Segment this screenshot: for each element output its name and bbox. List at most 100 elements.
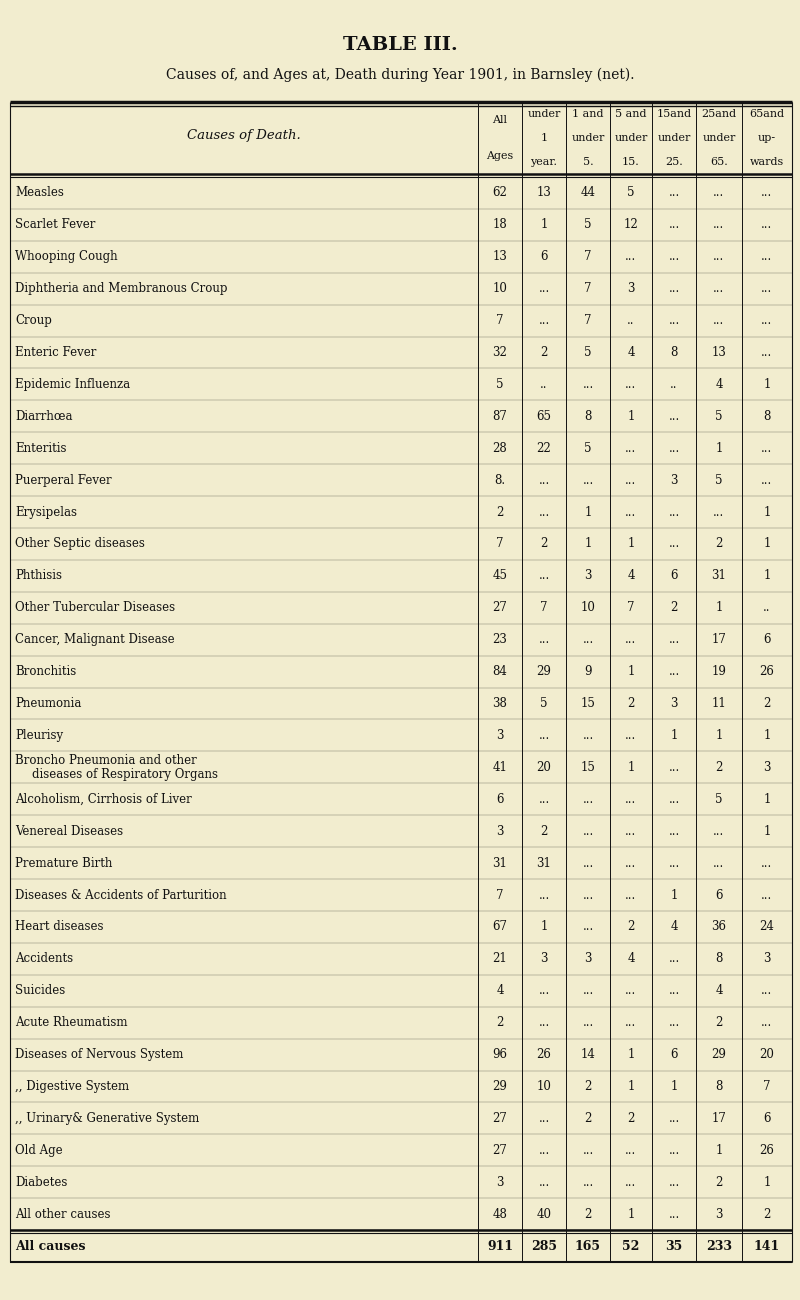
Text: ...: ... <box>668 666 680 679</box>
Text: 12: 12 <box>624 218 638 231</box>
Text: 1: 1 <box>541 133 547 143</box>
Text: ...: ... <box>668 218 680 231</box>
Text: ...: ... <box>626 824 637 837</box>
Text: Diphtheria and Membranous Croup: Diphtheria and Membranous Croup <box>15 282 227 295</box>
Text: 1: 1 <box>670 1080 678 1093</box>
Text: 3: 3 <box>763 760 770 774</box>
Text: 4: 4 <box>715 984 722 997</box>
Text: ...: ... <box>538 569 550 582</box>
Text: 45: 45 <box>493 569 507 582</box>
Text: 6: 6 <box>670 569 678 582</box>
Text: 44: 44 <box>581 186 595 199</box>
Text: 3: 3 <box>496 729 504 742</box>
Text: ...: ... <box>538 1144 550 1157</box>
Text: Suicides: Suicides <box>15 984 66 997</box>
Text: 6: 6 <box>763 1112 770 1124</box>
Text: ...: ... <box>538 793 550 806</box>
Text: 3: 3 <box>584 569 592 582</box>
Text: 28: 28 <box>493 442 507 455</box>
Text: 4: 4 <box>627 346 634 359</box>
Text: 8: 8 <box>584 410 592 422</box>
Text: ...: ... <box>762 442 773 455</box>
Text: 7: 7 <box>627 602 634 615</box>
Text: 65: 65 <box>537 410 551 422</box>
Text: ...: ... <box>714 282 725 295</box>
Text: Broncho Pneumonia and other: Broncho Pneumonia and other <box>15 754 197 767</box>
Text: ..: .. <box>540 378 548 391</box>
Text: 29: 29 <box>537 666 551 679</box>
Text: 3: 3 <box>584 953 592 966</box>
Text: 10: 10 <box>581 602 595 615</box>
Text: 5: 5 <box>715 473 722 486</box>
Text: 4: 4 <box>627 569 634 582</box>
Text: ...: ... <box>582 1175 594 1188</box>
Text: ...: ... <box>538 1112 550 1124</box>
Text: 3: 3 <box>540 953 548 966</box>
Text: year.: year. <box>530 157 558 166</box>
Text: 22: 22 <box>537 442 551 455</box>
Text: 4: 4 <box>715 378 722 391</box>
Text: Diarrhœa: Diarrhœa <box>15 410 73 422</box>
Text: 8: 8 <box>715 953 722 966</box>
Text: ...: ... <box>538 473 550 486</box>
Text: 2: 2 <box>584 1080 592 1093</box>
Text: ...: ... <box>626 857 637 870</box>
Text: 4: 4 <box>627 953 634 966</box>
Text: Ages: Ages <box>486 151 514 161</box>
Text: 48: 48 <box>493 1208 507 1221</box>
Text: wards: wards <box>750 157 784 166</box>
Text: Croup: Croup <box>15 315 52 328</box>
Text: 2: 2 <box>540 824 548 837</box>
Text: 1: 1 <box>763 378 770 391</box>
Text: 67: 67 <box>493 920 507 933</box>
Text: 7: 7 <box>540 602 548 615</box>
Text: ..: .. <box>670 378 678 391</box>
Text: ...: ... <box>538 633 550 646</box>
Text: ...: ... <box>538 1175 550 1188</box>
Text: Causes of Death.: Causes of Death. <box>187 130 301 143</box>
Text: 35: 35 <box>666 1239 682 1252</box>
Text: 65and: 65and <box>750 109 785 120</box>
Text: TABLE III.: TABLE III. <box>342 36 458 55</box>
Text: 18: 18 <box>493 218 507 231</box>
Text: 1: 1 <box>763 506 770 519</box>
Text: 1: 1 <box>715 729 722 742</box>
Text: ...: ... <box>668 984 680 997</box>
Text: 2: 2 <box>763 1208 770 1221</box>
Text: 8: 8 <box>763 410 770 422</box>
Text: under: under <box>571 133 605 143</box>
Text: up-: up- <box>758 133 776 143</box>
Text: ...: ... <box>668 1208 680 1221</box>
Text: Enteric Fever: Enteric Fever <box>15 346 96 359</box>
Text: ...: ... <box>762 473 773 486</box>
Text: 1: 1 <box>584 506 592 519</box>
Text: 10: 10 <box>537 1080 551 1093</box>
Text: 15: 15 <box>581 697 595 710</box>
Text: ...: ... <box>668 953 680 966</box>
Text: Causes of, and Ages at, Death during Year 1901, in Barnsley (net).: Causes of, and Ages at, Death during Yea… <box>166 68 634 82</box>
Text: Alcoholism, Cirrhosis of Liver: Alcoholism, Cirrhosis of Liver <box>15 793 192 806</box>
Text: 8.: 8. <box>494 473 506 486</box>
Text: ...: ... <box>582 824 594 837</box>
Text: ...: ... <box>668 506 680 519</box>
Text: ...: ... <box>762 888 773 901</box>
Text: 8: 8 <box>670 346 678 359</box>
Text: 26: 26 <box>759 666 774 679</box>
Text: 7: 7 <box>496 888 504 901</box>
Text: 23: 23 <box>493 633 507 646</box>
Text: 1: 1 <box>627 1048 634 1061</box>
Text: Accidents: Accidents <box>15 953 73 966</box>
Text: Phthisis: Phthisis <box>15 569 62 582</box>
Text: 65.: 65. <box>710 157 728 166</box>
Text: 26: 26 <box>759 1144 774 1157</box>
Text: ...: ... <box>582 984 594 997</box>
Text: Other Septic diseases: Other Septic diseases <box>15 537 145 550</box>
Text: 1: 1 <box>763 1175 770 1188</box>
Text: 13: 13 <box>711 346 726 359</box>
Text: 36: 36 <box>711 920 726 933</box>
Text: ...: ... <box>714 315 725 328</box>
Text: ...: ... <box>582 1144 594 1157</box>
Text: 2: 2 <box>496 506 504 519</box>
Text: 27: 27 <box>493 602 507 615</box>
Text: Bronchitis: Bronchitis <box>15 666 76 679</box>
